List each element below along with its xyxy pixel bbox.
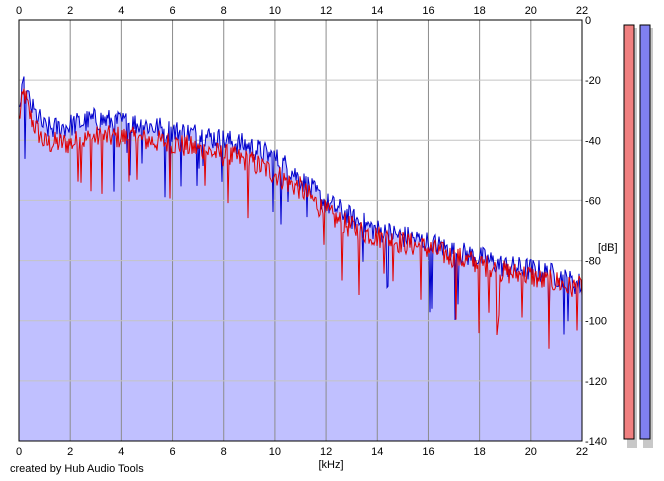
y-tick: -60 xyxy=(585,195,601,207)
x-tick-labels-bottom: 0 2 4 6 8 10 12 14 16 18 20 22 xyxy=(16,446,588,458)
y-tick: -40 xyxy=(585,135,601,147)
x-tick-top: 20 xyxy=(525,5,537,17)
x-tick-bottom: 18 xyxy=(474,446,486,458)
x-axis-label: [kHz] xyxy=(318,459,343,471)
x-tick-top: 2 xyxy=(67,5,73,17)
x-tick-bottom: 2 xyxy=(67,446,73,458)
x-tick-top: 16 xyxy=(422,5,434,17)
x-tick-bottom: 12 xyxy=(320,446,332,458)
x-tick-top: 4 xyxy=(118,5,124,17)
spectrum-area xyxy=(19,76,582,441)
y-tick: -100 xyxy=(585,316,607,328)
y-tick: 0 xyxy=(585,15,591,27)
x-tick-bottom: 0 xyxy=(16,446,22,458)
x-tick-top: 18 xyxy=(474,5,486,17)
spectrum-series xyxy=(18,76,583,349)
plot-frame xyxy=(18,19,583,442)
x-tick-top: 6 xyxy=(169,5,175,17)
y-tick: -140 xyxy=(585,436,607,448)
x-tick-bottom: 16 xyxy=(422,446,434,458)
y-tick: -20 xyxy=(585,75,601,87)
x-tick-top: 0 xyxy=(16,5,22,17)
x-tick-bottom: 10 xyxy=(269,446,281,458)
series-line-right xyxy=(18,76,583,335)
spectrum-fill xyxy=(19,76,582,441)
x-tick-bottom: 20 xyxy=(525,446,537,458)
level-meter-left xyxy=(623,24,635,440)
series-line-left xyxy=(18,88,583,349)
x-tick-top: 8 xyxy=(221,5,227,17)
x-tick-top: 12 xyxy=(320,5,332,17)
x-tick-top: 22 xyxy=(576,5,588,17)
y-tick: -120 xyxy=(585,376,607,388)
x-tick-top: 10 xyxy=(269,5,281,17)
plot-border xyxy=(18,19,583,442)
level-meter-right xyxy=(639,24,651,440)
x-tick-bottom: 22 xyxy=(576,446,588,458)
x-tick-bottom: 6 xyxy=(169,446,175,458)
y-tick: -80 xyxy=(585,256,601,268)
x-tick-bottom: 4 xyxy=(118,446,124,458)
x-tick-bottom: 8 xyxy=(221,446,227,458)
x-tick-bottom: 14 xyxy=(371,446,383,458)
x-tick-top: 14 xyxy=(371,5,383,17)
y-axis-label: [dB] xyxy=(598,242,618,254)
level-meters xyxy=(623,24,653,448)
credit-text: created by Hub Audio Tools xyxy=(10,463,144,475)
x-tick-labels-top: 0 2 4 6 8 10 12 14 16 18 20 22 xyxy=(16,5,588,17)
y-tick-labels: 0 -20 -40 -60 -80 -100 -120 -140 xyxy=(585,15,607,448)
